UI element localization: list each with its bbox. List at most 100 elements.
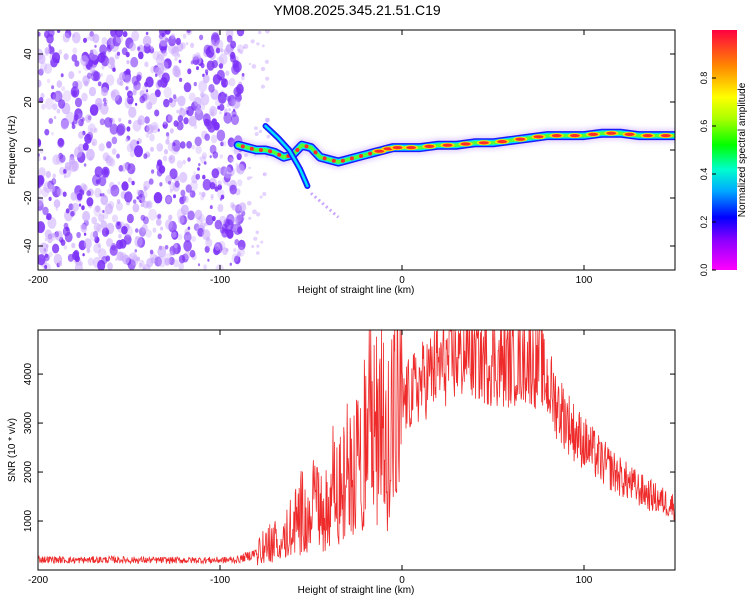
noise-blob xyxy=(73,114,79,121)
noise-dot xyxy=(248,216,252,220)
noise-blob xyxy=(72,81,79,89)
track-core xyxy=(240,144,245,149)
noise-blob xyxy=(135,228,139,233)
noise-blob xyxy=(124,191,133,203)
noise-blob xyxy=(217,91,227,104)
noise-blob xyxy=(234,239,240,246)
spec-xtick-label: 100 xyxy=(576,275,593,286)
noise-blob xyxy=(141,223,148,233)
noise-blob xyxy=(105,155,114,167)
noise-blob xyxy=(129,42,137,52)
noise-blob xyxy=(215,39,224,50)
noise-blob xyxy=(211,39,215,44)
colorbar-tick-label: 0.8 xyxy=(699,72,709,85)
noise-blob xyxy=(223,166,233,179)
noise-blob xyxy=(199,156,202,160)
snr-xtick-label: 100 xyxy=(576,575,593,586)
noise-blob xyxy=(234,212,243,223)
noise-blob xyxy=(140,202,145,208)
noise-blob xyxy=(159,182,163,187)
spec-xtick-label: -100 xyxy=(210,275,230,286)
noise-blob xyxy=(134,236,143,248)
noise-dot xyxy=(246,176,251,181)
noise-blob xyxy=(38,186,42,196)
noise-blob xyxy=(54,230,63,241)
noise-blob xyxy=(161,32,165,38)
noise-blob xyxy=(101,192,105,197)
noise-blob xyxy=(183,117,189,125)
noise-blob xyxy=(219,103,225,111)
track-core xyxy=(515,137,526,141)
noise-blob xyxy=(201,152,207,160)
noise-blob xyxy=(82,184,88,192)
snr-line xyxy=(38,330,675,566)
noise-blob xyxy=(38,175,45,185)
noise-blob xyxy=(203,44,211,55)
spec-ytick-label: -40 xyxy=(23,238,34,253)
noise-blob xyxy=(183,195,189,203)
noise-blob xyxy=(71,242,76,249)
noise-blob xyxy=(105,155,112,164)
noise-blob xyxy=(124,74,132,84)
noise-blob xyxy=(144,81,149,88)
noise-blob xyxy=(41,103,46,110)
noise-blob xyxy=(99,118,105,126)
noise-blob xyxy=(225,80,230,86)
noise-blob xyxy=(168,214,173,221)
colorbar-gradient xyxy=(712,30,737,270)
noise-blob xyxy=(203,264,208,270)
noise-blob xyxy=(217,180,222,186)
noise-blob xyxy=(110,89,120,102)
noise-blob xyxy=(116,123,126,135)
track-core xyxy=(569,134,580,138)
noise-blob xyxy=(129,150,135,158)
noise-blob xyxy=(198,191,202,196)
noise-blob xyxy=(216,69,225,81)
noise-blob xyxy=(91,138,98,147)
noise-blob xyxy=(100,51,107,60)
noise-blob xyxy=(132,203,140,213)
noise-blob xyxy=(139,259,145,268)
noise-blob xyxy=(110,184,120,197)
noise-blob xyxy=(168,256,175,266)
noise-blob xyxy=(193,81,197,87)
noise-blob xyxy=(232,108,236,112)
noise-blob xyxy=(145,229,152,238)
noise-blob xyxy=(166,196,172,204)
noise-blob xyxy=(147,153,151,157)
noise-blob xyxy=(80,55,89,66)
noise-blob xyxy=(150,257,156,264)
noise-blob xyxy=(228,77,236,87)
snr-xtick-label: -200 xyxy=(28,575,48,586)
colorbar-tick-label: 0.0 xyxy=(699,264,709,277)
track-core xyxy=(392,146,403,150)
noise-dot xyxy=(253,236,258,241)
noise-blob xyxy=(92,71,101,82)
noise-blob xyxy=(44,265,48,269)
spectrogram-ylabel: Frequency (Hz) xyxy=(7,116,18,185)
noise-blob xyxy=(126,224,130,229)
track-core xyxy=(478,141,489,145)
noise-blob xyxy=(193,171,196,175)
noise-blob xyxy=(163,98,170,108)
noise-blob xyxy=(187,210,195,221)
noise-blob xyxy=(143,186,148,192)
noise-blob xyxy=(171,231,177,238)
noise-blob xyxy=(122,162,129,171)
noise-blob xyxy=(164,149,168,155)
noise-blob xyxy=(195,106,202,114)
noise-blob xyxy=(53,90,63,103)
noise-blob xyxy=(152,227,157,233)
noise-blob xyxy=(109,123,119,135)
noise-blob xyxy=(68,71,75,80)
noise-blob xyxy=(137,189,144,198)
track-core xyxy=(268,149,273,154)
noise-blob xyxy=(146,200,153,209)
noise-blob xyxy=(146,124,154,135)
noise-blob xyxy=(52,173,56,179)
noise-blob xyxy=(89,49,98,61)
noise-blob xyxy=(83,238,92,249)
noise-blob xyxy=(156,143,164,152)
noise-blob xyxy=(211,34,221,46)
